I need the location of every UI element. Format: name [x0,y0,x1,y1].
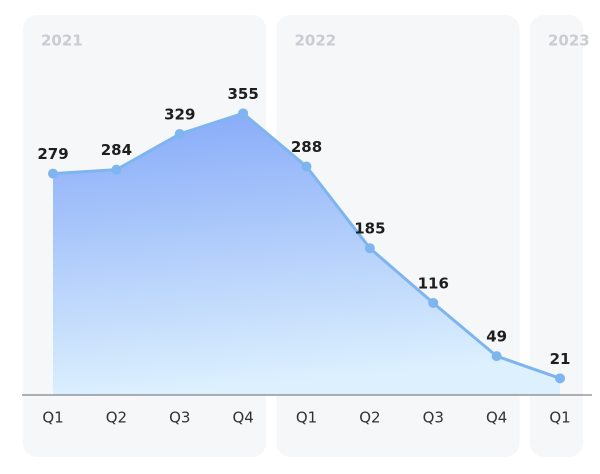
point [491,351,502,362]
value-label: 116 [418,274,449,292]
point [301,161,312,172]
x-tick-label: Q2 [106,409,127,427]
value-label: 284 [101,141,132,159]
value-label: 279 [37,145,68,163]
value-label: 355 [227,85,258,103]
year-label: 2023 [548,32,590,50]
x-tick-label: Q1 [296,409,317,427]
value-label: 329 [164,105,195,123]
x-tick-label: Q4 [232,409,253,427]
point [238,108,249,119]
x-tick-label: Q3 [423,409,444,427]
point [111,164,122,175]
x-tick-label: Q1 [42,409,63,427]
value-label: 21 [550,350,571,368]
value-label: 288 [291,138,322,156]
area-fill [53,113,560,395]
point [364,243,375,254]
x-tick-label: Q3 [169,409,190,427]
point [555,373,565,384]
year-label: 2022 [295,32,337,50]
x-tick-label: Q4 [486,409,507,427]
year-label: 2021 [41,32,83,50]
x-tick-label: Q2 [359,409,380,427]
point [48,168,58,179]
value-label: 49 [486,328,507,346]
x-tick-label: Q1 [549,409,570,427]
point [174,128,185,139]
point [428,297,439,308]
year-panel [530,15,583,457]
value-label: 185 [354,220,385,238]
